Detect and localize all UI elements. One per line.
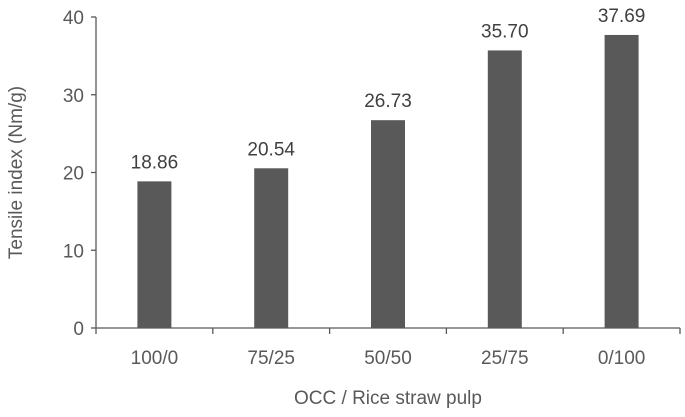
bar-50-50 bbox=[371, 120, 405, 328]
data-label: 20.54 bbox=[247, 139, 295, 160]
data-label: 35.70 bbox=[481, 21, 529, 42]
y-axis-ticks: 0 10 20 30 40 bbox=[63, 8, 96, 340]
y-tick-label: 10 bbox=[63, 241, 84, 262]
data-label: 18.86 bbox=[131, 152, 179, 173]
x-tick-label: 100/0 bbox=[131, 348, 179, 369]
y-tick-label: 20 bbox=[63, 164, 84, 185]
y-tick-label: 30 bbox=[63, 86, 84, 107]
y-tick-label: 40 bbox=[63, 8, 84, 29]
x-tick-label: 50/50 bbox=[364, 348, 412, 369]
bars-group bbox=[137, 34, 639, 329]
y-tick-label: 0 bbox=[73, 319, 84, 340]
bar-25-75 bbox=[487, 50, 522, 329]
x-tick-label: 75/25 bbox=[247, 348, 295, 369]
y-axis-title: Tensile index (Nm/g) bbox=[6, 86, 27, 259]
data-label: 26.73 bbox=[364, 91, 412, 112]
x-axis-title: OCC / Rice straw pulp bbox=[294, 388, 482, 409]
data-label: 37.69 bbox=[598, 6, 646, 27]
bar-0-100 bbox=[604, 34, 639, 328]
x-axis-ticks: 100/0 75/25 50/50 25/75 0/100 bbox=[95, 328, 681, 369]
data-labels-group: 18.86 20.54 26.73 35.70 37.69 bbox=[131, 6, 646, 173]
x-tick-label: 0/100 bbox=[598, 348, 646, 369]
bar-100-0 bbox=[137, 181, 172, 328]
bar-75-25 bbox=[254, 168, 289, 328]
x-tick-label: 25/75 bbox=[481, 348, 529, 369]
